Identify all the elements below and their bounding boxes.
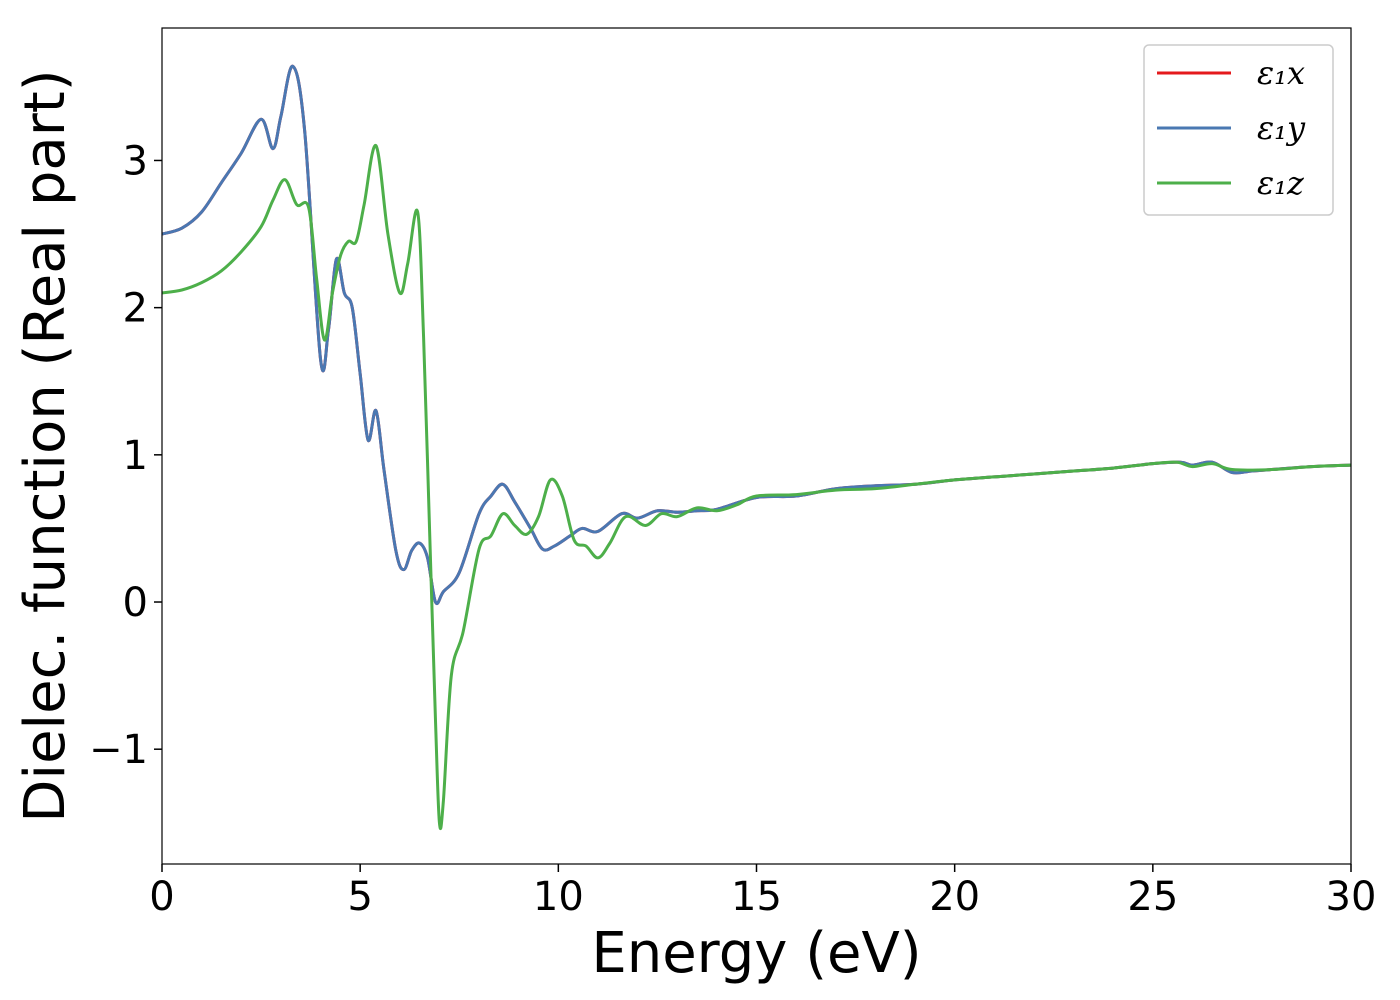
y-tick-label: 2	[123, 286, 148, 332]
legend-label-1: ε₁x	[1257, 54, 1305, 92]
legend: ε₁x ε₁y ε₁z	[1143, 44, 1334, 216]
x-tick-label: 30	[1326, 874, 1377, 920]
y-tick-label: 3	[123, 138, 148, 184]
legend-box	[1143, 44, 1334, 216]
x-tick-label: 15	[731, 874, 782, 920]
x-tick-label: 5	[347, 874, 372, 920]
legend-label-3: ε₁z	[1257, 164, 1305, 202]
x-tick-label: 10	[533, 874, 584, 920]
x-tick-label: 20	[929, 874, 980, 920]
x-tick-label: 25	[1127, 874, 1178, 920]
y-tick-label: 0	[123, 580, 148, 626]
series-layer	[162, 64, 1351, 830]
legend-label-2: ε₁y	[1257, 109, 1306, 147]
y-axis-title: Dielec. function (Real part)	[13, 69, 78, 822]
y-tick-label: −1	[89, 727, 148, 773]
x-axis-title: Energy (eV)	[591, 921, 921, 986]
y-tick-label: 1	[123, 433, 148, 479]
x-tick-label: 0	[149, 874, 174, 920]
series-line-3	[162, 144, 1351, 830]
axis-ticks: 0 5 10 15 20 25 30 −1 0 1 2 3	[89, 138, 1376, 920]
